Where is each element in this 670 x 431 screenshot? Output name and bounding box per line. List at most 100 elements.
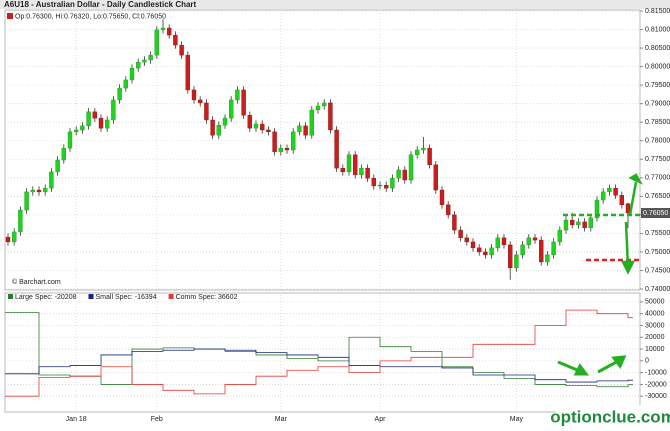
- marks: 0.740000.745000.750000.755000.760000.765…: [5, 8, 670, 423]
- candle-body: [377, 185, 383, 187]
- candle-body: [284, 147, 290, 151]
- y-tick-label: 0.74500: [645, 267, 670, 274]
- last-price-box: [641, 208, 670, 219]
- candle-body: [18, 209, 23, 233]
- candle-body: [371, 177, 376, 187]
- candle-body: [508, 244, 513, 269]
- candle-body: [563, 219, 569, 231]
- candle-body: [30, 189, 35, 193]
- candle-body: [446, 204, 451, 216]
- y-tick-label: 20000: [645, 334, 665, 341]
- y-tick-label: 30000: [645, 322, 665, 329]
- candle-body: [570, 219, 575, 226]
- candle-body: [427, 147, 432, 166]
- candle-body: [179, 44, 184, 56]
- candle-body: [328, 102, 333, 131]
- chart-title: A6U18 - Australian Dollar - Daily Candle…: [4, 0, 197, 9]
- candle-body: [185, 54, 191, 91]
- candle-body: [315, 105, 321, 111]
- candle-body: [309, 109, 314, 136]
- x-tick-label: Feb: [151, 416, 163, 423]
- y-tick-label: 0.80000: [645, 63, 670, 70]
- candle-body: [582, 221, 587, 229]
- candle-body: [222, 117, 228, 126]
- candle-body: [278, 147, 283, 153]
- candle-body: [402, 169, 407, 181]
- legend-swatch: [8, 294, 13, 299]
- step-line: [5, 309, 633, 397]
- y-tick-label: 0.75500: [645, 230, 670, 237]
- y-tick-label: 0: [645, 358, 649, 365]
- x-tick-label: May: [510, 416, 524, 423]
- candle-body: [135, 61, 141, 69]
- y-tick-label: 0.81500: [645, 8, 670, 15]
- candle-body: [86, 111, 91, 127]
- ohlc-swatch: [7, 13, 13, 19]
- candle-body: [384, 185, 389, 189]
- candle-body: [557, 229, 562, 243]
- y-tick-label: 0.75000: [645, 249, 670, 256]
- candle-body: [452, 214, 457, 231]
- candle-body: [191, 89, 197, 101]
- candle-body: [464, 237, 469, 243]
- candle-body: [197, 99, 203, 104]
- candle-body: [36, 189, 42, 193]
- candle-body: [390, 177, 395, 189]
- candle-body: [539, 239, 544, 263]
- y-tick-label: -10000: [645, 369, 667, 376]
- candle-body: [353, 154, 358, 176]
- candle-body: [235, 89, 240, 101]
- legend-swatch: [168, 294, 174, 299]
- candle-body: [5, 236, 11, 243]
- y-tick-label: 0.76500: [645, 193, 670, 200]
- candle-body: [216, 124, 222, 136]
- candle-body: [11, 231, 17, 243]
- candle-body: [483, 251, 488, 256]
- candle-body: [291, 131, 296, 151]
- candle-body: [365, 167, 370, 179]
- candle-body: [470, 241, 476, 249]
- candle-body: [532, 237, 538, 241]
- candle-body: [117, 87, 122, 101]
- candle-body: [204, 102, 209, 121]
- y-tick-label: 0.79500: [645, 82, 670, 89]
- candle-body: [55, 159, 60, 173]
- candle-body: [495, 237, 500, 249]
- candle-body: [415, 149, 420, 156]
- y-tick-label: 0.78000: [645, 138, 670, 145]
- candle-body: [98, 117, 104, 129]
- candle-body: [359, 167, 364, 176]
- candle-body: [551, 241, 556, 256]
- annotation-arrow: [620, 221, 636, 275]
- candle-body: [396, 169, 401, 179]
- candle-body: [104, 119, 110, 129]
- candle-body: [272, 131, 277, 153]
- candle-body: [439, 189, 445, 206]
- candle-body: [514, 254, 519, 269]
- last-price-label: 0.76050: [643, 210, 668, 217]
- candle-body: [501, 237, 507, 246]
- candle-body: [154, 29, 160, 56]
- candle-body: [43, 187, 48, 193]
- candle-body: [346, 154, 352, 173]
- candle-body: [123, 79, 129, 89]
- x-tick-label: Jan 18: [66, 416, 87, 423]
- y-tick-label: 0.81000: [645, 26, 670, 33]
- legend-label: Comm Spec: 36602: [176, 294, 238, 301]
- candle-body: [322, 102, 327, 107]
- y-tick-label: 0.80500: [645, 45, 670, 52]
- candle-body: [247, 114, 253, 129]
- y-tick-label: 0.78500: [645, 119, 670, 126]
- candle-body: [613, 187, 618, 196]
- candle-body: [142, 59, 147, 63]
- candle-body: [241, 89, 246, 116]
- x-tick-label: Mar: [275, 416, 288, 423]
- y-tick-label: 40000: [645, 311, 665, 318]
- x-tick-label: Apr: [375, 416, 387, 423]
- cot-panel: [4, 292, 641, 413]
- candle-body: [477, 247, 482, 253]
- candle-body: [160, 27, 166, 31]
- candle-body: [340, 167, 345, 173]
- annotation-arrow: [557, 360, 589, 376]
- y-tick-label: -30000: [645, 393, 667, 400]
